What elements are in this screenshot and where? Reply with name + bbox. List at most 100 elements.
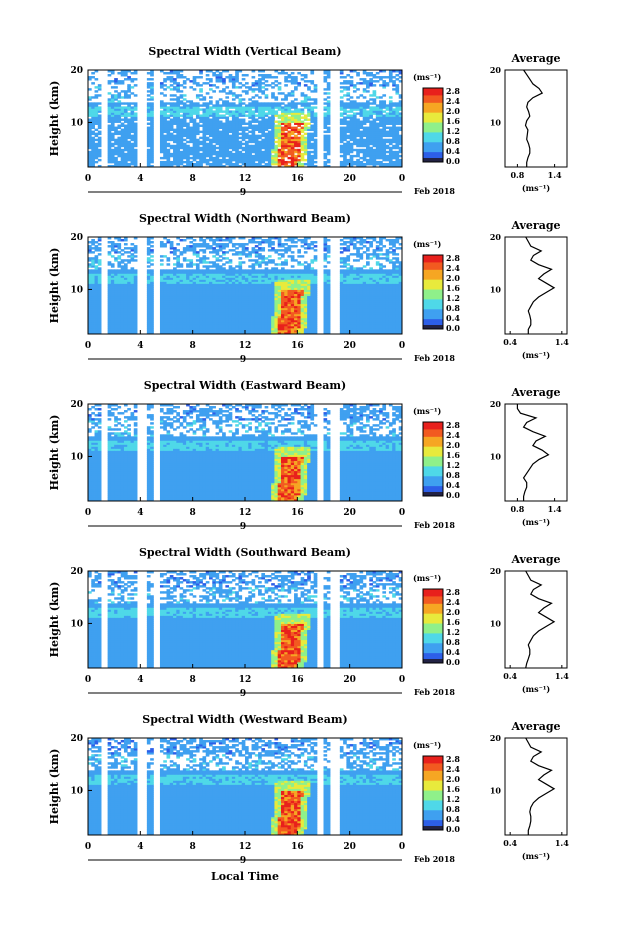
- heatmap-cell: [195, 289, 200, 292]
- heatmap-cell: [123, 239, 128, 242]
- heatmap-cell: [248, 269, 252, 272]
- heatmap-cell: [238, 114, 243, 117]
- heatmap-cell: [209, 140, 213, 144]
- heatmap-cell: [303, 150, 308, 154]
- heatmap-cell: [352, 114, 357, 117]
- heatmap-cell: [114, 291, 118, 294]
- heatmap-cell: [110, 319, 115, 323]
- heatmap-cell: [110, 305, 115, 309]
- heatmap-cell: [209, 311, 213, 315]
- heatmap-cell: [123, 277, 128, 280]
- heatmap-cell: [166, 269, 171, 272]
- heatmap-cell: [280, 120, 285, 123]
- heatmap-cell: [225, 291, 230, 294]
- heatmap-cell: [385, 108, 390, 111]
- heatmap-cell: [202, 160, 207, 164]
- heatmap-cell: [254, 249, 259, 252]
- heatmap-cell: [179, 317, 184, 321]
- heatmap-cell: [235, 94, 239, 97]
- heatmap-cell: [97, 148, 102, 152]
- heatmap-cell: [339, 114, 344, 117]
- heatmap-cell: [297, 84, 302, 87]
- heatmap-cell: [323, 122, 328, 125]
- heatmap-cell: [182, 323, 187, 327]
- heatmap-cell: [297, 82, 302, 85]
- heatmap-cell: [192, 134, 197, 138]
- heatmap-cell: [146, 281, 151, 284]
- heatmap-cell: [238, 120, 243, 123]
- heatmap-cell: [127, 331, 131, 335]
- heatmap-cell: [343, 146, 347, 150]
- heatmap-cell: [248, 150, 252, 154]
- heatmap-cell: [310, 90, 315, 93]
- heatmap-cell: [163, 78, 167, 81]
- heatmap-cell: [123, 243, 128, 246]
- heatmap-cell: [159, 301, 164, 305]
- heatmap-cell: [388, 154, 393, 158]
- heatmap-cell: [205, 92, 210, 95]
- heatmap-cell: [88, 269, 92, 272]
- heatmap-cell: [195, 329, 200, 333]
- heatmap-cell: [258, 88, 262, 91]
- heatmap-cell: [379, 84, 383, 87]
- heatmap-cell: [241, 253, 246, 256]
- heatmap-cell: [94, 317, 99, 321]
- heatmap-cell: [261, 82, 266, 85]
- heatmap-cell: [254, 82, 259, 85]
- heatmap-cell: [271, 305, 275, 309]
- heatmap-cell: [287, 106, 292, 109]
- heatmap-cell: [94, 152, 99, 156]
- heatmap-cell: [195, 112, 200, 115]
- heatmap-cell: [359, 156, 364, 160]
- heatmap-cell: [195, 307, 200, 311]
- heatmap-cell: [123, 317, 128, 321]
- heatmap-cell: [97, 126, 102, 130]
- heatmap-cell: [231, 128, 236, 132]
- heatmap-cell: [130, 118, 135, 121]
- heatmap-cell: [114, 251, 118, 254]
- heatmap-cell: [228, 124, 233, 127]
- heatmap-cell: [117, 285, 122, 288]
- heatmap-cell: [245, 297, 249, 301]
- heatmap-cell: [241, 90, 246, 93]
- heatmap-cell: [254, 164, 259, 168]
- heatmap-cell: [359, 94, 364, 97]
- heatmap-cell: [146, 283, 151, 286]
- heatmap-cell: [215, 118, 220, 121]
- heatmap-cell: [241, 128, 246, 132]
- heatmap-cell: [205, 116, 210, 119]
- heatmap-cell: [173, 295, 177, 299]
- heatmap-cell: [228, 269, 233, 272]
- heatmap-cell: [241, 118, 246, 121]
- heatmap-cell: [241, 303, 246, 307]
- heatmap-cell: [254, 293, 259, 297]
- heatmap-cell: [287, 152, 292, 156]
- heatmap-cell: [231, 281, 236, 284]
- heatmap-cell: [323, 148, 328, 152]
- heatmap-cell: [222, 158, 226, 162]
- heatmap-cell: [385, 76, 390, 79]
- heatmap-cell: [310, 126, 315, 130]
- heatmap-cell: [91, 116, 95, 119]
- heatmap-cell: [97, 269, 102, 272]
- heatmap-cell: [267, 299, 272, 303]
- heatmap-cell: [182, 128, 187, 132]
- heatmap-cell: [241, 291, 246, 294]
- heatmap-cell: [189, 136, 194, 140]
- heatmap-cell: [395, 154, 400, 158]
- heatmap-cell: [120, 293, 125, 297]
- heatmap-cell: [241, 251, 246, 254]
- heatmap-cell: [176, 106, 180, 109]
- heatmap-cell: [176, 325, 180, 329]
- heatmap-cell: [277, 277, 282, 280]
- heatmap-cell: [267, 136, 272, 140]
- heatmap-cell: [209, 277, 213, 280]
- heatmap-cell: [169, 277, 174, 280]
- heatmap-cell: [192, 327, 197, 331]
- heatmap-cell: [205, 126, 210, 130]
- heatmap-cell: [146, 112, 151, 115]
- heatmap-cell: [205, 154, 210, 158]
- heatmap-cell: [88, 150, 92, 154]
- heatmap-cell: [199, 257, 203, 260]
